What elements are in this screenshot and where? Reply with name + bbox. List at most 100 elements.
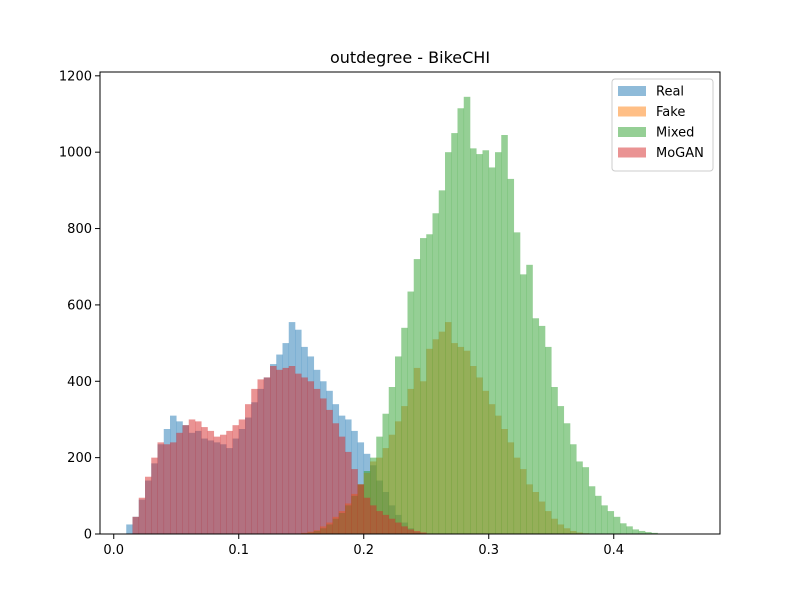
legend-label-mixed: Mixed [656,126,694,141]
bar-mogan-24 [282,367,290,534]
y-tick-label: 600 [67,298,92,313]
bar-mogan-3 [151,457,158,534]
bar-mixed-30 [488,167,496,535]
bar-mixed-42 [563,423,571,534]
bar-mixed-38 [538,325,546,534]
bar-mixed-20 [426,234,433,535]
bar-mogan-9 [188,419,196,534]
legend-label-mogan: MoGAN [656,146,704,161]
bar-mixed-16 [401,327,408,534]
plot-frame [99,71,721,535]
bar-mixed-15 [395,356,402,534]
bar-mogan-28 [307,381,315,534]
bar-mixed-46 [588,486,596,534]
bar-mixed-51 [620,523,627,534]
bar-mogan-19 [251,388,258,534]
bar-mogan-7 [176,432,183,534]
bar-mogan-36 [357,484,365,534]
bar-mixed-35 [520,274,527,534]
bar-mixed-32 [501,135,508,534]
bar-mogan-22 [270,366,277,534]
x-tick-label: 0.4 [603,543,624,558]
y-axis: 0 200 400 600 800 1000 1200 [59,69,100,543]
bar-mogan-35 [351,469,358,534]
bar-mixed-41 [557,406,565,534]
y-tick-label: 1000 [59,146,92,161]
bar-mogan-46 [420,532,427,534]
legend-label-fake: Fake [656,105,685,120]
legend-label-real: Real [656,85,684,100]
bar-mixed-40 [551,387,558,534]
bar-mixed-48 [601,505,608,534]
bar-mogan-43 [401,526,408,534]
bar-mixed-45 [582,467,590,534]
bar-mogan-34 [345,451,352,534]
bar-mixed-53 [632,529,640,534]
bar-mogan-23 [276,369,283,534]
bar-mixed-43 [570,444,577,534]
bar-mixed-44 [576,461,583,534]
y-tick-label: 400 [67,375,92,390]
bar-mixed-33 [507,178,515,534]
bar-mogan-5 [163,444,171,534]
y-tick-label: 0 [84,528,92,543]
bars-layer [126,96,658,535]
bar-mixed-36 [526,264,533,534]
legend-swatch-fake [618,106,646,117]
bar-mogan-17 [238,419,246,534]
chart-title: outdegree - BikeCHI [330,48,490,67]
bar-mixed-13 [382,413,390,534]
bar-mixed-47 [595,495,602,534]
bar-mixed-14 [388,387,396,534]
x-tick-label: 0.0 [103,543,124,558]
bar-mixed-39 [545,346,552,534]
bar-mogan-44 [407,529,415,534]
series-mogan [132,366,427,534]
bar-mogan-13 [213,436,221,534]
bar-mogan-40 [382,514,390,534]
bar-mixed-18 [413,259,421,534]
bar-mogan-4 [157,442,165,534]
legend: Real Fake Mixed MoGAN [611,78,714,172]
bar-mixed-37 [532,318,540,534]
bar-mogan-18 [245,404,252,534]
bar-mixed-52 [626,526,633,534]
bar-mogan-42 [395,522,402,534]
bar-mixed-25 [457,108,465,534]
bar-mixed-28 [476,154,483,534]
bar-mogan-31 [326,409,333,534]
bar-mixed-27 [470,148,477,534]
x-axis: 0.0 0.1 0.2 0.3 0.4 [103,534,624,558]
bar-mogan-1 [138,497,146,534]
bar-mixed-56 [651,532,658,534]
bar-mogan-16 [232,425,240,534]
x-tick-label: 0.1 [228,543,249,558]
bar-mixed-26 [463,96,471,535]
y-tick-label: 800 [67,222,92,237]
bar-mogan-10 [195,421,202,534]
bar-mogan-11 [201,427,208,534]
bar-mogan-45 [413,530,421,534]
bar-mogan-20 [257,379,265,534]
bar-real-0 [126,524,133,534]
bar-mogan-29 [313,388,321,534]
bar-mogan-26 [295,373,302,534]
bar-mogan-39 [376,511,383,534]
bar-mogan-37 [363,497,371,534]
y-tick-label: 1200 [59,69,92,84]
bar-mogan-8 [182,425,190,534]
bar-mixed-29 [482,150,490,535]
series-mixed [301,96,658,535]
legend-swatch-real [618,86,646,96]
bar-mogan-0 [132,516,140,534]
y-tick-label: 200 [67,451,92,466]
x-tick-label: 0.2 [353,543,374,558]
bar-mixed-34 [513,232,521,534]
legend-swatch-mixed [618,127,646,137]
bar-mixed-55 [645,532,652,534]
bar-mogan-12 [207,430,215,534]
bar-mogan-25 [288,366,296,534]
bar-mogan-32 [332,423,340,534]
bar-mogan-41 [388,518,396,534]
